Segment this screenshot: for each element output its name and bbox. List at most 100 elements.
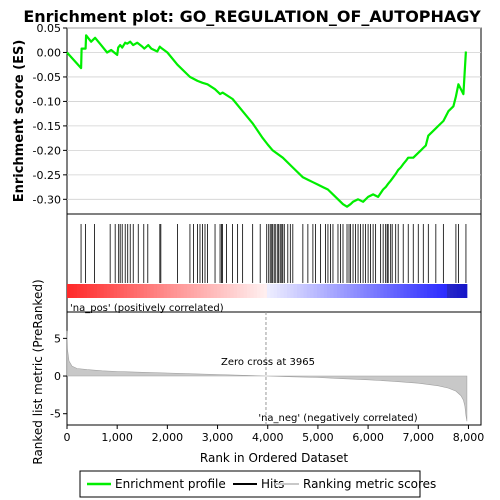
ranking-color-bar	[67, 284, 468, 298]
color-bar-segment	[353, 284, 358, 298]
color-bar-segment	[406, 284, 411, 298]
color-bar-segment	[433, 284, 438, 298]
color-bar-segment	[270, 284, 275, 298]
color-bar-segment	[233, 284, 238, 298]
color-bar-segment	[416, 284, 421, 298]
color-bar-segment	[290, 284, 295, 298]
color-bar-segment	[413, 284, 418, 298]
color-bar-segment	[360, 284, 365, 298]
xtick-label: 2,000	[152, 431, 184, 444]
color-bar-segment	[176, 284, 181, 298]
color-bar-segment	[156, 284, 161, 298]
color-bar-segment	[336, 284, 341, 298]
color-bar-segment	[326, 284, 331, 298]
x-axis: 0 1,000 2,000 3,000 4,000 5,000 6,000 7,000 8,00…	[64, 425, 485, 444]
color-bar-segment	[216, 284, 221, 298]
color-bar-segment	[243, 284, 248, 298]
color-bar-segment	[403, 284, 408, 298]
color-bar-segment	[456, 284, 461, 298]
color-bar-segment	[440, 284, 445, 298]
color-bar-segment	[116, 284, 121, 298]
color-bar-segment	[190, 284, 195, 298]
color-bar-segment	[330, 284, 335, 298]
metric-ylabel: Ranked list metric (PreRanked)	[31, 279, 45, 464]
color-bar-segment	[453, 284, 458, 298]
color-bar-segment	[370, 284, 375, 298]
color-bar-segment	[346, 284, 351, 298]
color-bar-segment	[230, 284, 235, 298]
ranking-metric-area	[66, 330, 468, 422]
color-bar-segment	[186, 284, 191, 298]
metric-ytick-label: 5	[54, 332, 61, 345]
color-bar-segment	[90, 284, 95, 298]
enrichment-profile-line	[66, 34, 467, 208]
color-bar-segment	[220, 284, 225, 298]
es-ytick-label: -0.30	[33, 193, 61, 206]
color-bar-segment	[300, 284, 305, 298]
color-bar-segment	[410, 284, 415, 298]
pos-label: 'na_pos' (positively correlated)	[70, 303, 224, 314]
color-bar-segment	[430, 284, 435, 298]
es-y-axis: 0.05 0.00 -0.05 -0.10 -0.15 -0.20 -0.25 -0.30	[33, 22, 67, 206]
chart-title: Enrichment plot: GO_REGULATION_OF_AUTOPH…	[23, 7, 481, 26]
hits-group	[80, 224, 467, 283]
color-bar-segment	[460, 284, 465, 298]
color-bar-segment	[83, 284, 88, 298]
color-bar-segment	[446, 284, 451, 298]
color-bar-segment	[126, 284, 131, 298]
xtick-label: 4,000	[252, 431, 284, 444]
color-bar-segment	[390, 284, 395, 298]
color-bar-segment	[113, 284, 118, 298]
color-bar-segment	[153, 284, 158, 298]
color-bar-segment	[136, 284, 141, 298]
color-bar-segment	[356, 284, 361, 298]
legend: Enrichment profile Hits Ranking metric s…	[79, 470, 436, 498]
color-bar-segment	[436, 284, 441, 298]
color-bar-segment	[310, 284, 315, 298]
color-bar-segment	[260, 284, 265, 298]
legend-enrichment-label: Enrichment profile	[115, 477, 226, 491]
metric-panel: 50-5 0 1,000 2,000 3,000 4,000 5,000 6,000 7,00…	[31, 279, 484, 465]
color-bar-segment	[286, 284, 291, 298]
es-ytick-label: 0.00	[37, 46, 62, 59]
color-bar-segment	[283, 284, 288, 298]
color-bar-segment	[236, 284, 241, 298]
color-bar-segment	[253, 284, 258, 298]
color-bar-segment	[86, 284, 91, 298]
es-panel: 0.05 0.00 -0.05 -0.10 -0.15 -0.20 -0.25 -0.30 E…	[12, 22, 482, 215]
color-bar-segment	[80, 284, 85, 298]
xlabel: Rank in Ordered Dataset	[200, 451, 348, 465]
color-bar-segment	[380, 284, 385, 298]
color-bar-segment	[273, 284, 278, 298]
color-bar-segment	[210, 284, 215, 298]
color-bar-segment	[123, 284, 128, 298]
color-bar-segment	[200, 284, 205, 298]
color-bar-segment	[146, 284, 151, 298]
xtick-label: 5,000	[302, 431, 334, 444]
xtick-label: 3,000	[202, 431, 234, 444]
xtick-label: 8,000	[453, 431, 485, 444]
color-bar-segment	[256, 284, 261, 298]
color-bar-segment	[333, 284, 338, 298]
color-bar-segment	[93, 284, 98, 298]
color-bar-segment	[106, 284, 111, 298]
metric-ytick-label: -5	[50, 408, 61, 421]
es-ytick-label: -0.15	[33, 120, 61, 133]
color-bar-segment	[366, 284, 371, 298]
color-bar-segment	[376, 284, 381, 298]
color-bar-segment	[223, 284, 228, 298]
color-bar-segment	[340, 284, 345, 298]
es-ytick-label: -0.20	[33, 144, 61, 157]
es-ylabel: Enrichment score (ES)	[12, 40, 27, 203]
color-bar-segment	[183, 284, 188, 298]
color-bar-segment	[120, 284, 125, 298]
color-bar-segment	[400, 284, 405, 298]
color-bar-segment	[373, 284, 378, 298]
zero-cross-label: Zero cross at 3965	[221, 357, 315, 368]
color-bar-segment	[263, 284, 268, 298]
color-bar-segment	[276, 284, 281, 298]
color-bar-segment	[206, 284, 211, 298]
es-ytick-label: -0.25	[33, 169, 61, 182]
color-bar-segment	[450, 284, 455, 298]
color-bar-segment	[316, 284, 321, 298]
